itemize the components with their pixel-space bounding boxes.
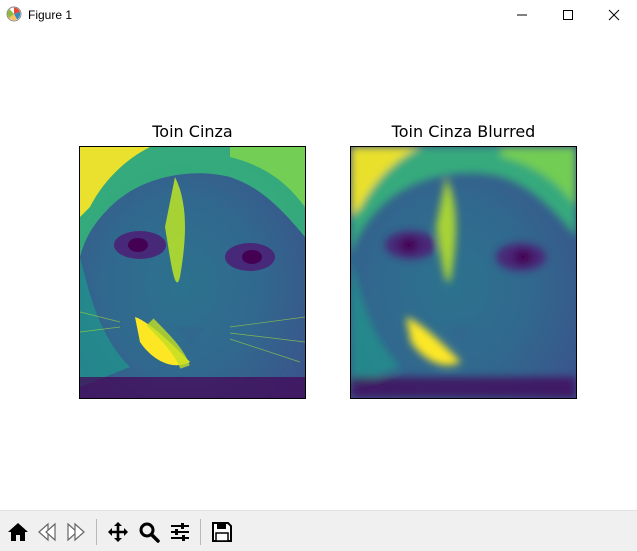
window-titlebar: Figure 1 [0,0,637,30]
figure-canvas[interactable]: Toin Cinza [0,30,637,510]
save-button[interactable] [207,517,237,547]
image-blurred [350,146,577,399]
close-button[interactable] [591,0,637,30]
maximize-icon [563,10,573,20]
minimize-button[interactable] [499,0,545,30]
minimize-icon [517,14,527,16]
zoom-button[interactable] [134,517,164,547]
navigation-toolbar [0,510,637,551]
window-title: Figure 1 [28,8,73,22]
subplot-title-original: Toin Cinza [152,122,233,141]
home-icon [8,523,28,541]
matplotlib-app-icon [6,6,22,22]
configure-subplots-button[interactable] [165,517,195,547]
image-original [79,146,306,399]
zoom-icon [139,522,160,543]
maximize-button[interactable] [545,0,591,30]
forward-arrow-icon [67,522,85,542]
pan-button[interactable] [103,517,133,547]
toolbar-separator [96,519,97,545]
close-icon [608,9,620,21]
save-icon [212,522,232,542]
back-button[interactable] [32,517,62,547]
move-icon [108,522,128,542]
subplot-title-blurred: Toin Cinza Blurred [391,122,536,141]
back-arrow-icon [38,522,56,542]
forward-button[interactable] [61,517,91,547]
home-button[interactable] [3,517,33,547]
sliders-icon [171,523,189,541]
toolbar-separator [200,519,201,545]
